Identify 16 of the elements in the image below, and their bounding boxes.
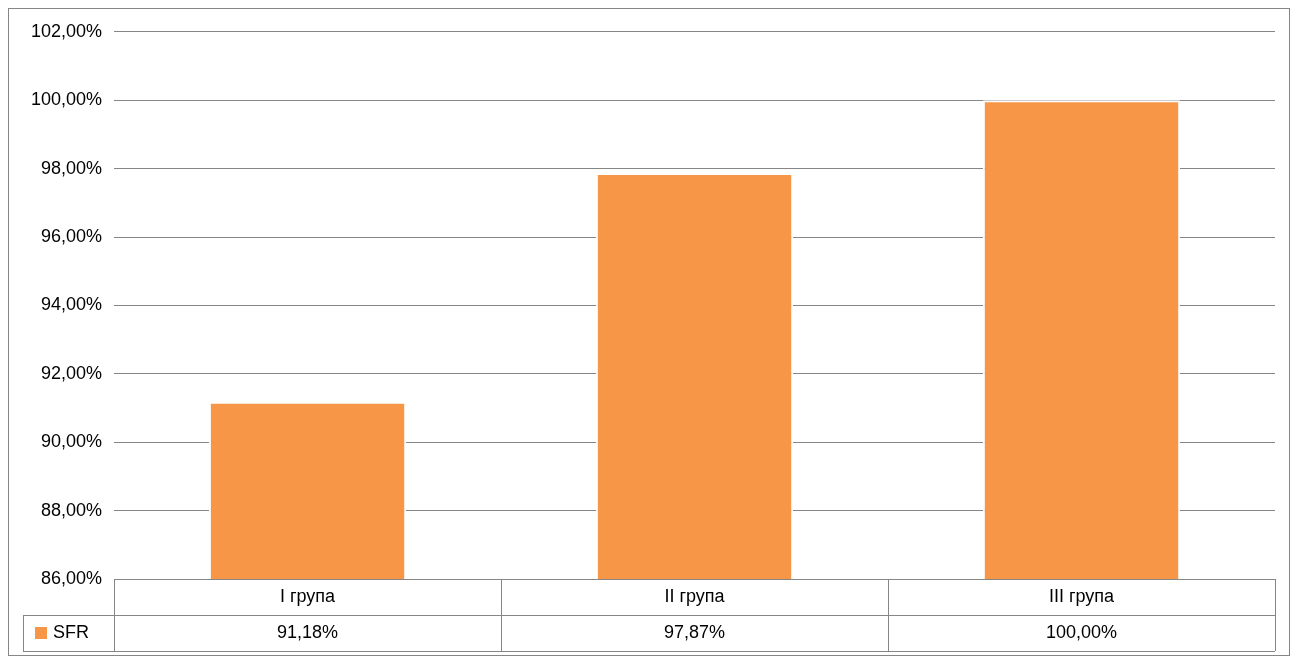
data-label: 100,00% (1045, 621, 1118, 642)
x-tick-label: II група (664, 585, 726, 606)
x-tick-label: I група (279, 585, 337, 606)
x-tick-label: III група (1048, 585, 1116, 606)
data-label: 91,18% (277, 621, 339, 642)
y-tick-label: 90,00% (41, 431, 103, 452)
y-tick-label: 96,00% (41, 225, 103, 246)
y-tick-label: 100,00% (31, 89, 103, 110)
y-tick-label: 98,00% (41, 157, 103, 178)
y-tick-label: 102,00% (31, 20, 103, 41)
legend-label: SFR (53, 621, 89, 642)
y-tick-label: 94,00% (41, 294, 103, 315)
y-tick-label: 88,00% (41, 499, 103, 520)
y-tick-label: 86,00% (41, 567, 103, 588)
y-tick-label: 92,00% (41, 362, 103, 383)
data-label: 97,87% (664, 621, 726, 642)
